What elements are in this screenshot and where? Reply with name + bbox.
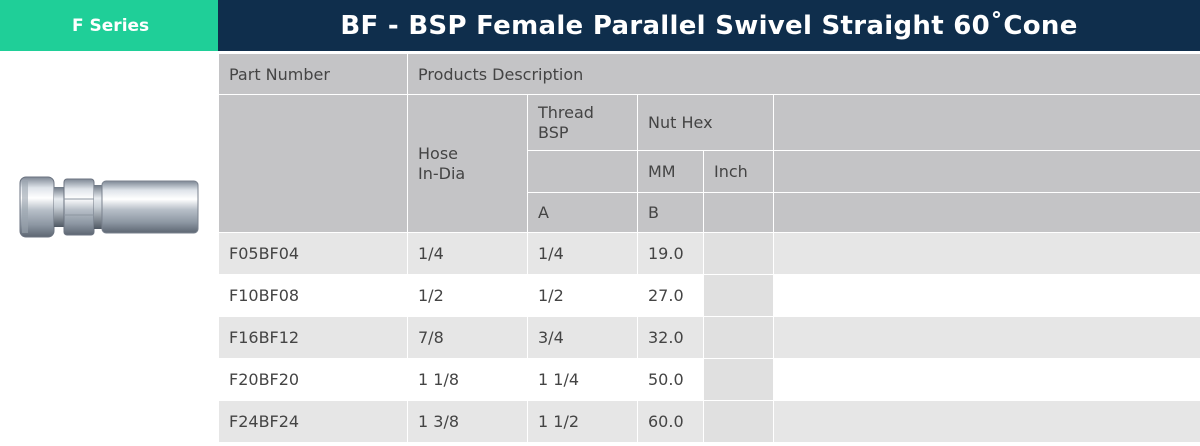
series-badge: F Series [0,0,218,51]
cell-hose: 1 1/8 [407,358,528,401]
hose-fitting-icon [19,176,199,238]
header-inch-spacer [703,192,774,233]
header-thread-line2: BSP [538,122,569,142]
cell-thread: 3/4 [527,316,638,359]
header-filler [772,94,1200,151]
header-filler [772,192,1200,233]
header-part-number: Part Number [218,53,408,95]
header-nut-hex: Nut Hex [637,94,774,151]
cell-inch [703,316,774,359]
cell-filler [772,316,1200,359]
cell-hose: 1/4 [407,232,528,275]
page-title: BF - BSP Female Parallel Swivel Straight… [340,10,1078,41]
cell-inch [703,274,774,317]
cell-part-number: F24BF24 [218,400,408,443]
header-thread-bsp: Thread BSP [527,94,638,151]
cell-thread: 1 1/2 [527,400,638,443]
cell-inch [703,400,774,443]
cell-thread: 1/2 [527,274,638,317]
cell-part-number: F20BF20 [218,358,408,401]
header-thread-spacer [527,150,638,193]
table-row: F10BF08 1/2 1/2 27.0 [218,274,1200,317]
table-row: F20BF20 1 1/8 1 1/4 50.0 [218,358,1200,401]
table-subheader-row: Hose In-Dia Thread BSP Nut Hex [218,94,1200,233]
table-subheader-row: MM Inch [219,150,1200,193]
cell-filler [772,358,1200,401]
product-image-panel [0,51,218,446]
cell-hose: 1 3/8 [407,400,528,443]
table-row: F05BF04 1/4 1/4 19.0 [218,232,1200,275]
cell-filler [772,400,1200,443]
page-title-bar: BF - BSP Female Parallel Swivel Straight… [218,0,1200,51]
cell-filler [772,274,1200,317]
header-inch: Inch [703,150,774,193]
header-mm: MM [637,150,704,193]
header-thread-line1: Thread [538,102,594,122]
series-badge-label: F Series [72,15,150,36]
header-hose-in-dia: Hose In-Dia [407,94,528,233]
table-subheader-row: A B [219,192,1200,233]
cell-thread: 1 1/4 [527,358,638,401]
header-hose-line1: Hose [418,143,458,163]
cell-mm: 60.0 [637,400,704,443]
cell-hose: 1/2 [407,274,528,317]
header-hose-line2: In-Dia [418,163,466,183]
cell-mm: 19.0 [637,232,704,275]
cell-part-number: F05BF04 [218,232,408,275]
cell-mm: 32.0 [637,316,704,359]
header-b: B [637,192,704,233]
cell-part-number: F10BF08 [218,274,408,317]
table-row: F24BF24 1 3/8 1 1/2 60.0 [218,400,1200,443]
cell-thread: 1/4 [527,232,638,275]
cell-mm: 50.0 [637,358,704,401]
table-row: F16BF12 7/8 3/4 32.0 [218,316,1200,359]
cell-part-number: F16BF12 [218,316,408,359]
cell-hose: 7/8 [407,316,528,359]
header-a: A [527,192,638,233]
specification-table: Part Number Products Description Hose In… [218,53,1200,443]
header-part-number-spacer [218,94,408,233]
header-filler [772,150,1200,193]
header-products-description: Products Description [406,53,1200,95]
cell-filler [772,232,1200,275]
cell-mm: 27.0 [637,274,704,317]
cell-inch [703,232,774,275]
table-header-row: Part Number Products Description [218,53,1200,95]
cell-inch [703,358,774,401]
